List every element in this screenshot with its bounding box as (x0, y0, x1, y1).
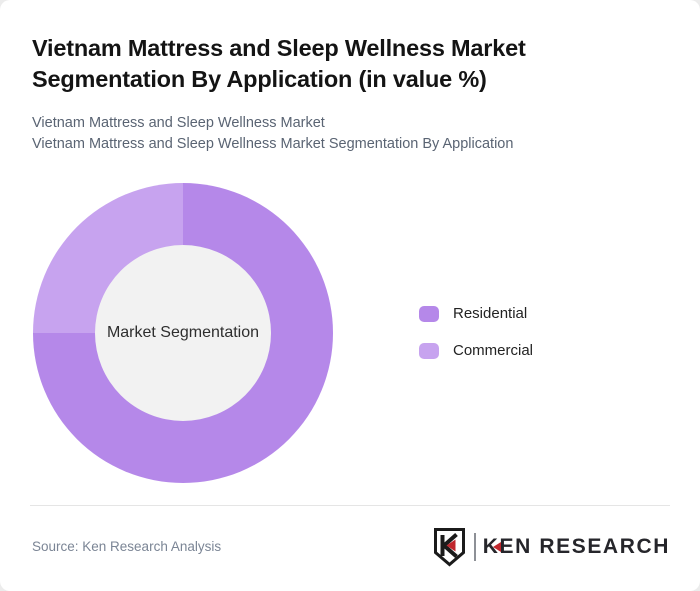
logo-wordmark: K EN RESEARCH (483, 535, 670, 559)
source-attribution: Source: Ken Research Analysis (32, 539, 222, 554)
chart-subtitle-market: Vietnam Mattress and Sleep Wellness Mark… (32, 115, 325, 131)
logo-divider-bar (473, 533, 476, 561)
residential-swatch-icon (419, 305, 439, 322)
donut-center-label: Market Segmentation (106, 324, 260, 341)
shield-k-icon (433, 528, 465, 567)
commercial-swatch-icon (419, 342, 439, 359)
footer-divider (30, 505, 670, 506)
legend-item-residential[interactable]: Residential (419, 305, 533, 322)
chart-legend: Residential Commercial (419, 305, 533, 359)
logo-wordmark-rest: EN RESEARCH (499, 535, 670, 558)
legend-label-residential: Residential (453, 305, 528, 322)
logo-wordmark-k: K (482, 535, 501, 558)
donut-chart[interactable]: Market Segmentation (33, 183, 333, 483)
page-title: Vietnam Mattress and Sleep Wellness Mark… (32, 35, 526, 92)
red-triangle-icon (492, 542, 501, 552)
donut-center: Market Segmentation (95, 245, 271, 421)
ken-research-logo: K EN RESEARCH (432, 527, 670, 567)
chart-subtitle-segmentation: Vietnam Mattress and Sleep Wellness Mark… (32, 136, 514, 152)
legend-item-commercial[interactable]: Commercial (419, 342, 533, 359)
legend-label-commercial: Commercial (453, 342, 534, 359)
